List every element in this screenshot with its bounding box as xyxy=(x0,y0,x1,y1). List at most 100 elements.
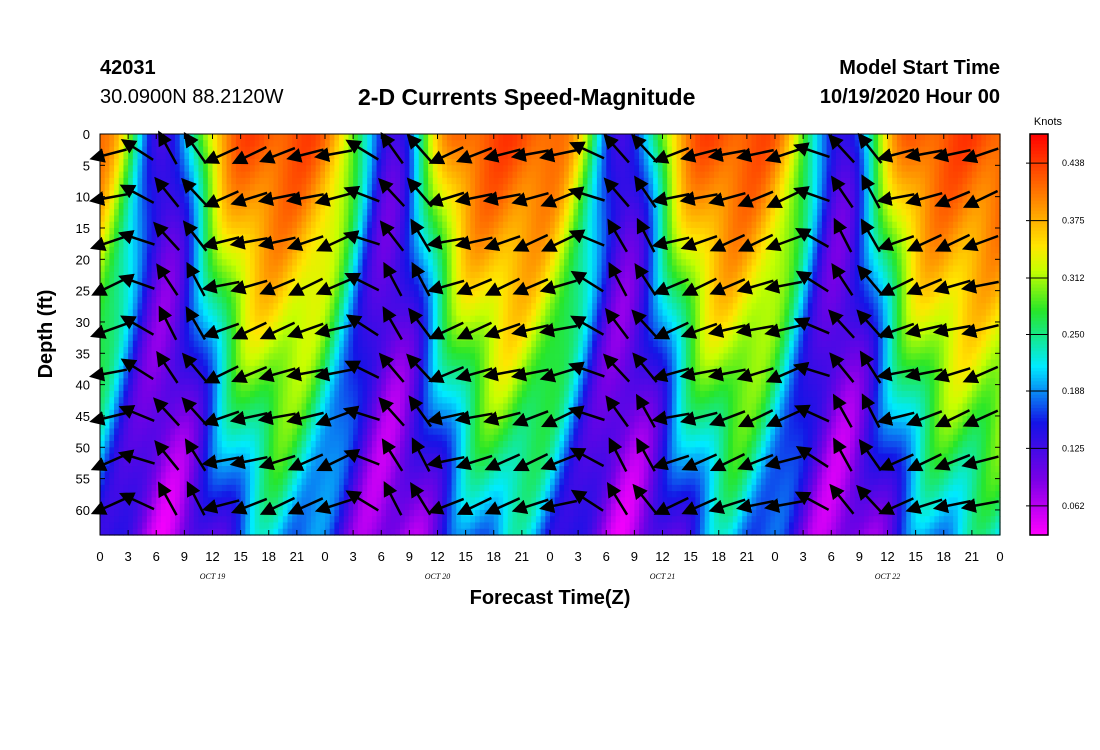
heatmap-cell xyxy=(812,259,818,267)
heatmap-cell xyxy=(437,278,443,285)
heatmap-cell xyxy=(920,196,926,204)
heatmap-cell xyxy=(221,246,228,254)
heatmap-cell xyxy=(582,209,589,217)
heatmap-cell xyxy=(250,171,256,179)
heatmap-cell xyxy=(850,265,856,273)
heatmap-cell xyxy=(221,259,228,267)
heatmap-cell xyxy=(456,227,462,235)
heatmap-cell xyxy=(685,221,692,229)
heatmap-cell xyxy=(132,215,139,223)
heatmap-cell xyxy=(985,259,992,267)
heatmap-cell xyxy=(193,253,200,260)
heatmap-cell xyxy=(334,209,340,217)
heatmap-cell xyxy=(132,221,139,229)
heatmap-cell xyxy=(287,159,293,166)
heatmap-cell xyxy=(170,253,176,260)
heatmap-cell xyxy=(100,134,106,141)
heatmap-cell xyxy=(137,196,143,204)
heatmap-cell xyxy=(760,140,767,148)
heatmap-cell xyxy=(114,221,120,229)
heatmap-cell xyxy=(240,290,246,298)
heatmap-cell xyxy=(995,177,1001,185)
heatmap-cell xyxy=(901,140,907,148)
heatmap-cell xyxy=(681,215,687,223)
heatmap-cell xyxy=(723,227,729,235)
heatmap-cell xyxy=(175,209,181,217)
heatmap-cell xyxy=(118,184,125,191)
heatmap-cell xyxy=(864,234,870,242)
heatmap-cell xyxy=(760,146,767,154)
heatmap-cell xyxy=(803,159,809,166)
heatmap-cell xyxy=(643,253,650,260)
heatmap-cell xyxy=(610,240,617,248)
heatmap-cell xyxy=(601,171,607,179)
heatmap-cell xyxy=(329,259,335,267)
heatmap-cell xyxy=(756,221,762,229)
heatmap-cell xyxy=(376,140,382,148)
heatmap-cell xyxy=(400,265,406,273)
heatmap-cell xyxy=(957,215,964,223)
heatmap-cell xyxy=(259,240,265,248)
heatmap-cell xyxy=(470,259,476,267)
heatmap-cell xyxy=(498,171,504,179)
heatmap-cell xyxy=(559,134,565,141)
heatmap-cell xyxy=(517,134,523,141)
heatmap-cell xyxy=(845,184,851,191)
heatmap-cell xyxy=(760,202,767,210)
heatmap-cell xyxy=(545,202,551,210)
heatmap-cell xyxy=(653,271,659,279)
heatmap-cell xyxy=(507,215,514,223)
heatmap-cell xyxy=(887,278,893,285)
heatmap-cell xyxy=(985,278,992,285)
heatmap-cell xyxy=(709,140,715,148)
heatmap-cell xyxy=(929,152,935,160)
heatmap-cell xyxy=(967,171,973,179)
heatmap-cell xyxy=(939,259,945,267)
heatmap-cell xyxy=(610,196,617,204)
heatmap-cell xyxy=(882,253,889,260)
heatmap-cell xyxy=(957,265,964,273)
heatmap-cell xyxy=(718,271,725,279)
heatmap-cell xyxy=(864,290,870,298)
heatmap-cell xyxy=(845,221,851,229)
heatmap-cell xyxy=(292,284,298,292)
heatmap-cell xyxy=(643,152,650,160)
heatmap-cell xyxy=(798,196,804,204)
heatmap-cell xyxy=(985,146,992,154)
heatmap-cell xyxy=(301,152,307,160)
heatmap-cell xyxy=(273,221,279,229)
heatmap-cell xyxy=(653,140,659,148)
heatmap-cell xyxy=(104,152,110,160)
heatmap-cell xyxy=(845,253,851,260)
heatmap-cell xyxy=(132,152,139,160)
heatmap-cell xyxy=(432,134,439,141)
heatmap-cell xyxy=(146,253,153,260)
heatmap-cell xyxy=(109,290,115,298)
heatmap-cell xyxy=(775,215,781,223)
heatmap-cell xyxy=(470,221,476,229)
heatmap-cell xyxy=(723,234,729,242)
heatmap-cell xyxy=(817,246,823,254)
heatmap-cell xyxy=(812,171,818,179)
heatmap-cell xyxy=(123,227,129,235)
heatmap-cell xyxy=(329,209,335,217)
heatmap-cell xyxy=(554,215,560,223)
heatmap-cell xyxy=(751,278,757,285)
heatmap-cell xyxy=(587,227,593,235)
heatmap-cell xyxy=(587,246,593,254)
heatmap-cell xyxy=(282,259,289,267)
heatmap-cell xyxy=(695,259,701,267)
heatmap-cell xyxy=(479,290,485,298)
heatmap-cell xyxy=(310,146,317,154)
heatmap-cell xyxy=(700,278,706,285)
heatmap-cell xyxy=(278,202,284,210)
heatmap-cell xyxy=(259,184,265,191)
heatmap-cell xyxy=(301,215,307,223)
heatmap-cell xyxy=(512,290,518,298)
heatmap-cell xyxy=(343,215,350,223)
heatmap-cell xyxy=(329,177,335,185)
heatmap-cell xyxy=(704,265,710,273)
heatmap-cell xyxy=(114,284,120,292)
heatmap-cell xyxy=(151,140,157,148)
heatmap-cell xyxy=(957,271,964,279)
